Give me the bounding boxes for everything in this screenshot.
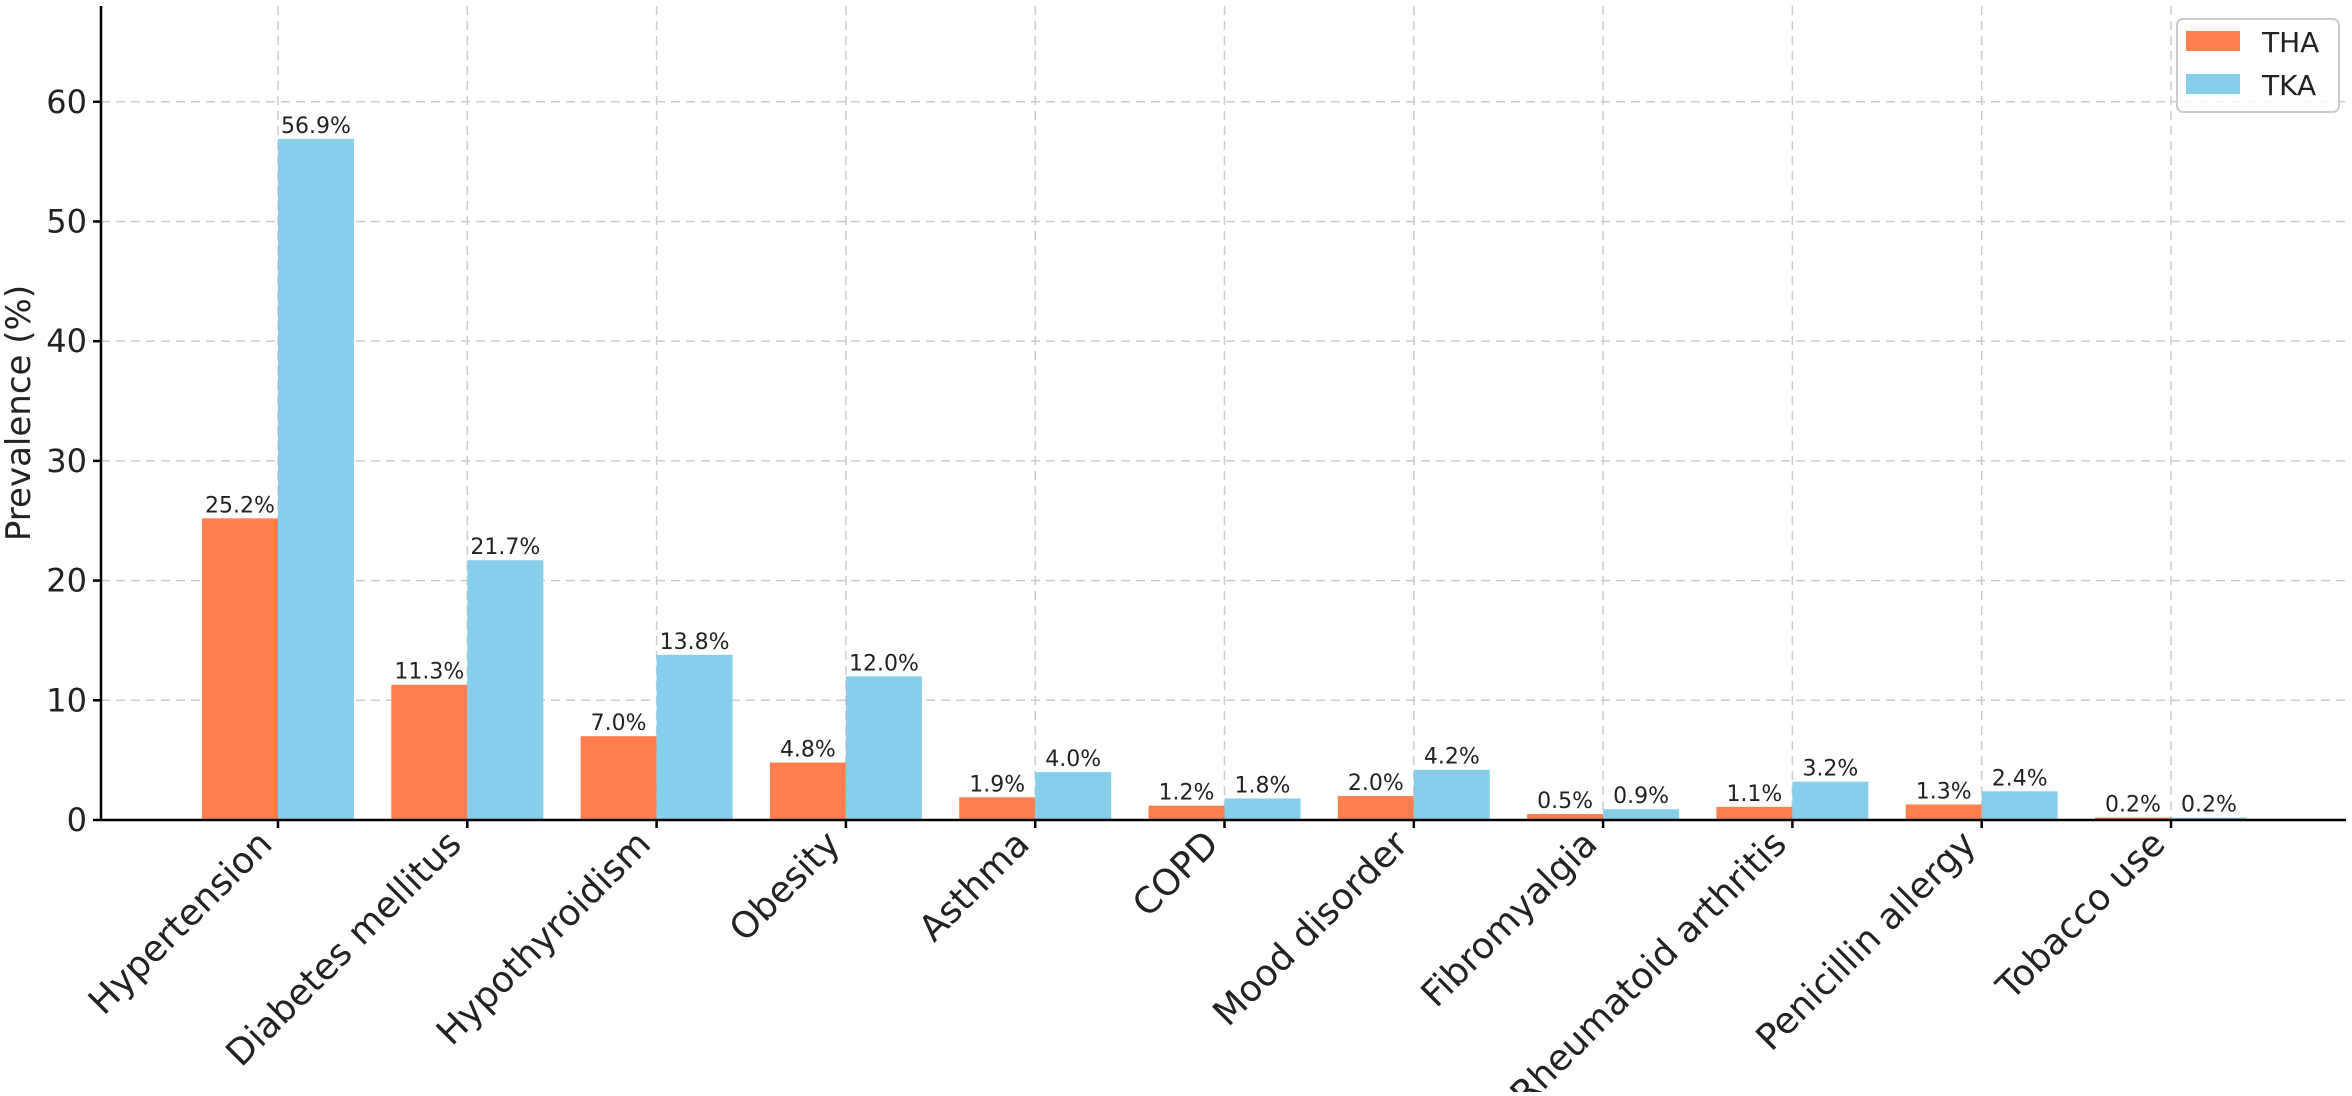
- bar-tha: [1716, 806, 1793, 820]
- y-tick-label: 30: [46, 442, 87, 480]
- data-label-tha: 7.0%: [591, 711, 647, 736]
- bar-tha: [1905, 804, 1982, 820]
- data-label-tha: 4.8%: [780, 738, 836, 763]
- bar-tka: [1224, 798, 1301, 820]
- data-label-tha: 2.0%: [1348, 771, 1404, 796]
- y-tick-label: 60: [46, 83, 87, 121]
- bar-tka: [1413, 769, 1490, 820]
- y-tick-label: 10: [46, 681, 87, 719]
- bar-tka: [845, 676, 922, 820]
- bar-tka: [1603, 809, 1680, 820]
- y-tick-label: 50: [46, 202, 87, 240]
- legend-swatch-tha: [2186, 31, 2240, 51]
- x-tick-label: COPD: [1125, 823, 1227, 925]
- data-label-tka: 1.8%: [1235, 773, 1291, 798]
- bar-tha: [580, 736, 657, 820]
- bar-tha: [1337, 796, 1414, 820]
- bar-tha: [1527, 814, 1604, 820]
- data-label-tka: 0.2%: [2181, 793, 2237, 818]
- data-labels-layer: 25.2% 11.3% 7.0% 4.8% 1.9% 1.2% 2.0% 0.5% 1.1% 1.…: [205, 114, 2237, 818]
- data-label-tha: 25.2%: [205, 493, 275, 518]
- bar-tka: [467, 560, 544, 820]
- data-label-tka: 56.9%: [281, 114, 351, 139]
- bars-layer: [202, 138, 2247, 820]
- x-tick-label: Obesity: [722, 823, 848, 949]
- bar-tha: [391, 684, 468, 820]
- bar-tka: [1792, 781, 1869, 820]
- y-tick-label: 20: [46, 562, 87, 600]
- grid-layer: [101, 6, 2346, 821]
- x-tick-label: Mood disorder: [1205, 823, 1416, 1034]
- bar-tha: [1148, 805, 1225, 820]
- legend-swatch-tka: [2186, 74, 2240, 94]
- data-label-tka: 13.8%: [660, 630, 730, 655]
- bar-tha: [202, 518, 278, 820]
- bar-tha: [769, 762, 846, 820]
- bar-tka: [278, 138, 354, 820]
- data-label-tha: 11.3%: [394, 660, 464, 685]
- data-label-tha: 1.2%: [1159, 781, 1215, 806]
- x-tick-label: Hypertension: [81, 823, 280, 1022]
- data-label-tha: 1.9%: [969, 772, 1025, 797]
- data-label-tka: 4.0%: [1045, 747, 1101, 772]
- bar-tka: [1981, 791, 2058, 820]
- y-axis-title: Prevalence (%): [0, 285, 39, 541]
- legend: THA TKA: [2176, 18, 2340, 113]
- data-label-tha: 0.2%: [2105, 793, 2161, 818]
- data-label-tha: 1.1%: [1726, 782, 1782, 807]
- legend-label-tha: THA: [2261, 26, 2319, 59]
- legend-label-tka: TKA: [2261, 69, 2316, 102]
- bar-tka: [656, 654, 733, 820]
- y-ticks-layer: 0 10 20 30 40 50 60: [46, 83, 101, 839]
- data-label-tka: 21.7%: [470, 535, 540, 560]
- x-tick-label: Asthma: [911, 823, 1037, 949]
- x-tick-label: Fibromyalgia: [1414, 823, 1606, 1015]
- y-tick-label: 40: [46, 322, 87, 360]
- data-label-tka: 2.4%: [1992, 766, 2048, 791]
- bar-tka: [1035, 772, 1112, 820]
- data-label-tka: 0.9%: [1613, 784, 1669, 809]
- data-label-tka: 4.2%: [1424, 745, 1480, 770]
- data-label-tha: 0.5%: [1537, 789, 1593, 814]
- data-label-tha: 1.3%: [1916, 779, 1972, 804]
- data-label-tka: 3.2%: [1802, 757, 1858, 782]
- bar-tha: [959, 797, 1036, 820]
- data-label-tka: 12.0%: [849, 651, 919, 676]
- x-tick-label: Tobacco use: [1988, 823, 2173, 1008]
- y-tick-label: 0: [67, 801, 87, 839]
